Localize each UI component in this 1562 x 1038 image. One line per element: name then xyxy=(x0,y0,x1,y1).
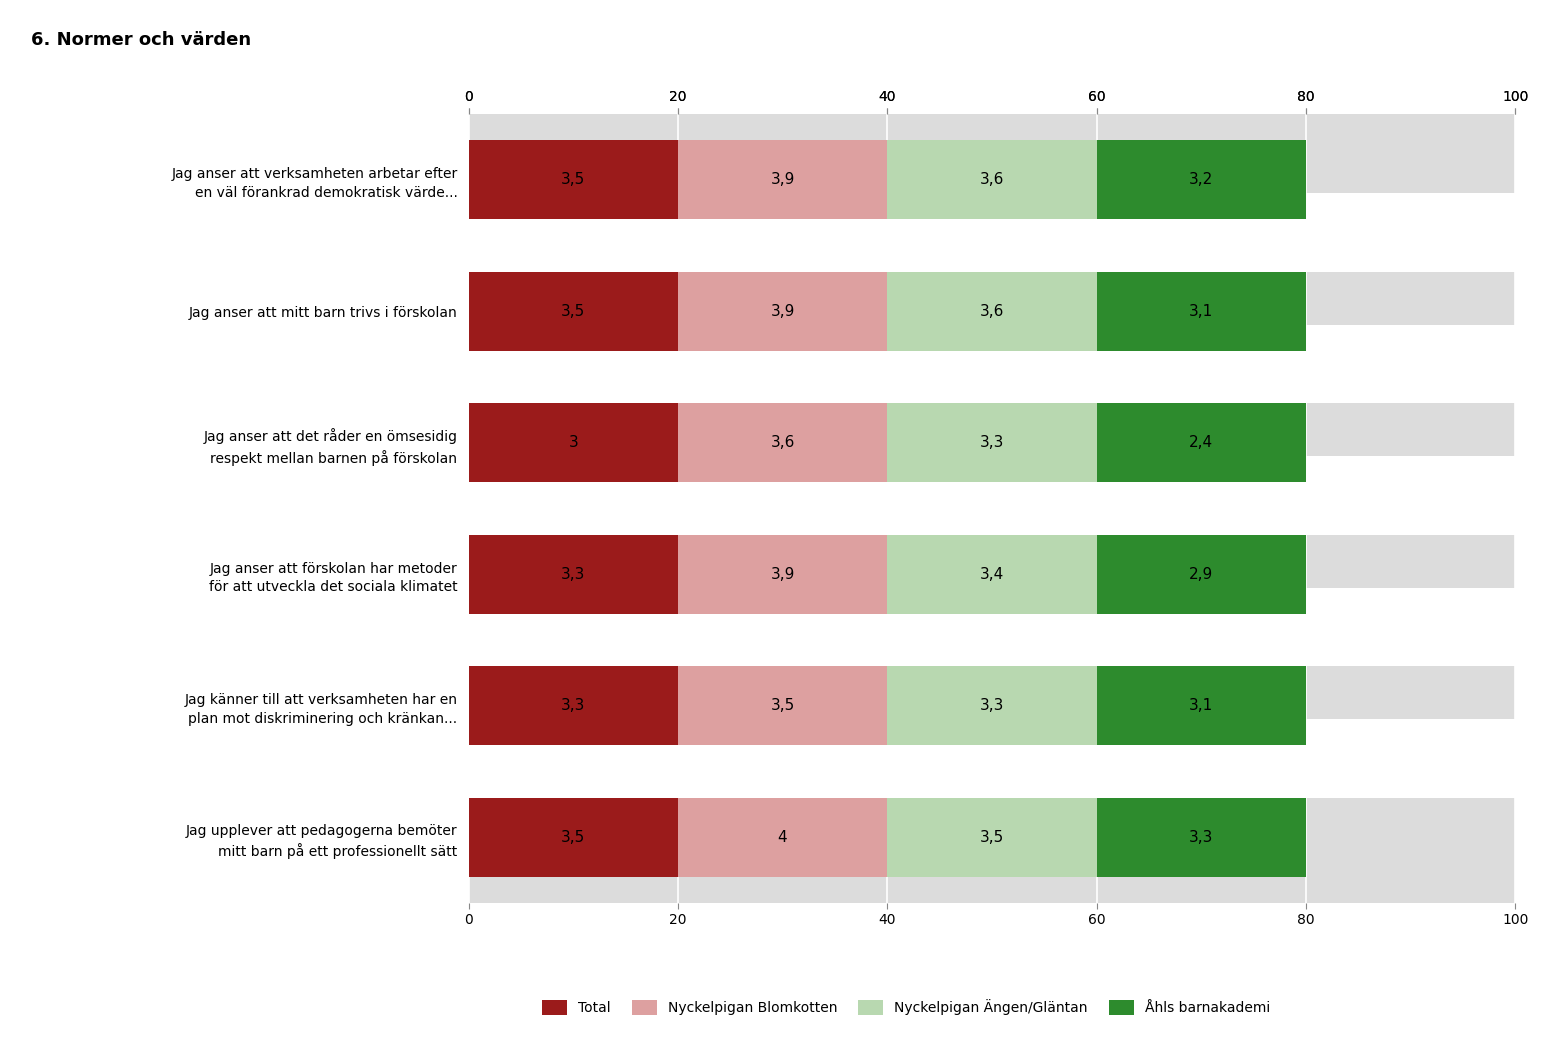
Bar xyxy=(1097,404,1306,483)
Bar xyxy=(469,456,1515,509)
Text: 3,9: 3,9 xyxy=(770,304,795,319)
Bar xyxy=(469,272,678,351)
Text: 3,5: 3,5 xyxy=(979,829,1004,845)
Bar xyxy=(469,798,678,877)
Bar xyxy=(678,535,887,613)
Bar xyxy=(678,404,887,483)
Bar xyxy=(469,193,1515,246)
Text: 3,3: 3,3 xyxy=(979,435,1004,450)
Text: 2,4: 2,4 xyxy=(1189,435,1214,450)
Bar xyxy=(469,61,1515,114)
Text: 3,3: 3,3 xyxy=(1189,829,1214,845)
Bar xyxy=(469,404,678,483)
Bar xyxy=(469,613,1515,666)
Bar xyxy=(469,351,1515,404)
Bar xyxy=(678,272,887,351)
Text: 2,9: 2,9 xyxy=(1189,567,1214,582)
Text: 3,5: 3,5 xyxy=(770,699,795,713)
Text: 3,1: 3,1 xyxy=(1189,304,1214,319)
Bar xyxy=(887,798,1097,877)
Text: 3,1: 3,1 xyxy=(1189,699,1214,713)
Text: 4: 4 xyxy=(778,829,787,845)
Bar xyxy=(887,535,1097,613)
Bar xyxy=(469,325,1515,377)
Bar xyxy=(678,798,887,877)
Text: 3,9: 3,9 xyxy=(770,567,795,582)
Bar xyxy=(1097,798,1306,877)
Bar xyxy=(469,535,678,613)
Text: 3,6: 3,6 xyxy=(979,172,1004,188)
Bar xyxy=(887,140,1097,219)
Text: 3,9: 3,9 xyxy=(770,172,795,188)
Bar xyxy=(887,666,1097,745)
Text: 3,4: 3,4 xyxy=(979,567,1004,582)
Text: 3,2: 3,2 xyxy=(1189,172,1214,188)
Text: 3,6: 3,6 xyxy=(979,304,1004,319)
Bar xyxy=(678,666,887,745)
Bar xyxy=(469,483,1515,535)
Legend: Total, Nyckelpigan Blomkotten, Nyckelpigan Ängen/Gläntan, Åhls barnakademi: Total, Nyckelpigan Blomkotten, Nyckelpig… xyxy=(536,993,1276,1020)
Bar xyxy=(887,272,1097,351)
Bar xyxy=(469,666,678,745)
Text: 3,3: 3,3 xyxy=(979,699,1004,713)
Bar xyxy=(887,404,1097,483)
Bar xyxy=(469,719,1515,771)
Text: 3,5: 3,5 xyxy=(561,172,586,188)
Text: 3,3: 3,3 xyxy=(561,699,586,713)
Bar xyxy=(678,140,887,219)
Bar xyxy=(1097,535,1306,613)
Bar xyxy=(1097,666,1306,745)
Text: 3,5: 3,5 xyxy=(561,829,586,845)
Text: 3,6: 3,6 xyxy=(770,435,795,450)
Text: 3,3: 3,3 xyxy=(561,567,586,582)
Text: 6. Normer och värden: 6. Normer och värden xyxy=(31,31,251,49)
Bar xyxy=(469,140,678,219)
Bar xyxy=(1097,272,1306,351)
Bar xyxy=(469,588,1515,640)
Text: 3,5: 3,5 xyxy=(561,304,586,319)
Bar xyxy=(469,219,1515,272)
Text: 3: 3 xyxy=(569,435,578,450)
Bar xyxy=(1097,140,1306,219)
Bar xyxy=(469,745,1515,798)
